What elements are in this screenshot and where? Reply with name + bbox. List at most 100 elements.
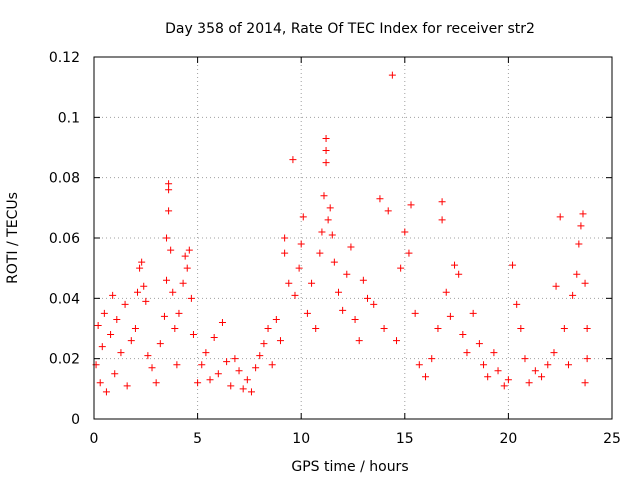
data-point (343, 270, 351, 278)
data-point (235, 367, 243, 375)
data-point (415, 361, 423, 369)
y-tick-label: 0.12 (49, 50, 80, 66)
data-point (285, 279, 293, 287)
data-point (364, 294, 372, 302)
data-point (405, 249, 413, 257)
data-point (281, 234, 289, 242)
data-point (513, 300, 521, 308)
data-point (198, 361, 206, 369)
axis-ticks: 0 5 10 15 20 25 0 0.02 0.04 0.06 0.08 0.1 0.12 (49, 50, 621, 447)
data-point (544, 361, 552, 369)
data-point (328, 231, 336, 239)
data-point (123, 382, 131, 390)
data-points (92, 71, 591, 396)
data-point (370, 300, 378, 308)
data-point (100, 309, 108, 317)
data-point (521, 355, 529, 363)
data-point (380, 325, 388, 332)
data-point (451, 261, 459, 269)
chart-title: Day 358 of 2014, Rate Of TEC Index for r… (165, 21, 535, 37)
data-point (475, 340, 483, 348)
data-point (163, 234, 171, 242)
data-point (297, 240, 305, 248)
data-point (181, 252, 189, 260)
data-point (397, 264, 405, 272)
data-point (318, 228, 326, 236)
data-point (322, 134, 330, 142)
grid-lines (94, 57, 612, 419)
data-point (165, 180, 173, 188)
data-point (438, 198, 446, 206)
data-point (214, 370, 222, 378)
data-point (227, 382, 235, 390)
data-point (575, 240, 583, 248)
data-point (388, 71, 396, 79)
data-point (569, 291, 577, 299)
data-point (334, 288, 342, 296)
data-point (326, 204, 334, 212)
data-point (167, 246, 175, 254)
data-point (239, 385, 247, 393)
data-point (525, 379, 533, 387)
data-point (183, 264, 191, 272)
data-point (268, 361, 276, 369)
data-point (264, 325, 272, 332)
data-point (111, 370, 119, 378)
data-point (102, 388, 110, 396)
data-point (312, 325, 320, 332)
data-point (121, 300, 129, 308)
data-point (136, 264, 144, 272)
data-point (351, 315, 359, 323)
data-point (175, 309, 183, 317)
data-point (339, 306, 347, 314)
y-tick-label: 0.06 (49, 231, 80, 247)
data-point (324, 216, 332, 224)
data-point (289, 156, 297, 164)
data-point (577, 222, 585, 230)
data-point (376, 195, 384, 203)
data-point (272, 315, 280, 323)
data-point (442, 288, 450, 296)
data-point (231, 355, 239, 363)
data-point (109, 291, 117, 299)
data-point (276, 337, 284, 345)
x-tick-label: 20 (499, 431, 517, 447)
data-point (189, 331, 197, 339)
data-point (218, 318, 226, 326)
data-point (459, 331, 467, 339)
data-point (152, 379, 160, 387)
data-point (583, 325, 591, 332)
x-axis-label: GPS time / hours (291, 459, 408, 475)
data-point (156, 340, 164, 348)
data-point (179, 279, 187, 287)
data-point (500, 382, 508, 390)
data-point (171, 325, 179, 332)
data-point (517, 325, 525, 332)
data-point (316, 249, 324, 257)
data-point (163, 276, 171, 284)
data-point (581, 379, 589, 387)
data-point (480, 361, 488, 369)
x-tick-label: 25 (603, 431, 621, 447)
x-tick-label: 10 (292, 431, 310, 447)
data-point (434, 325, 442, 332)
x-tick-label: 15 (396, 431, 414, 447)
data-point (490, 349, 498, 357)
data-point (579, 210, 587, 218)
data-point (134, 288, 142, 296)
data-point (210, 334, 218, 342)
data-point (484, 373, 492, 381)
data-point (552, 282, 560, 290)
y-tick-label: 0.02 (49, 352, 80, 368)
data-point (322, 147, 330, 155)
data-point (564, 361, 572, 369)
data-point (550, 349, 558, 357)
data-point (446, 312, 454, 320)
data-point (538, 373, 546, 381)
x-tick-label: 5 (193, 431, 202, 447)
data-point (384, 207, 392, 215)
data-point (509, 261, 517, 269)
data-point (581, 279, 589, 287)
data-point (185, 246, 193, 254)
data-point (438, 216, 446, 224)
